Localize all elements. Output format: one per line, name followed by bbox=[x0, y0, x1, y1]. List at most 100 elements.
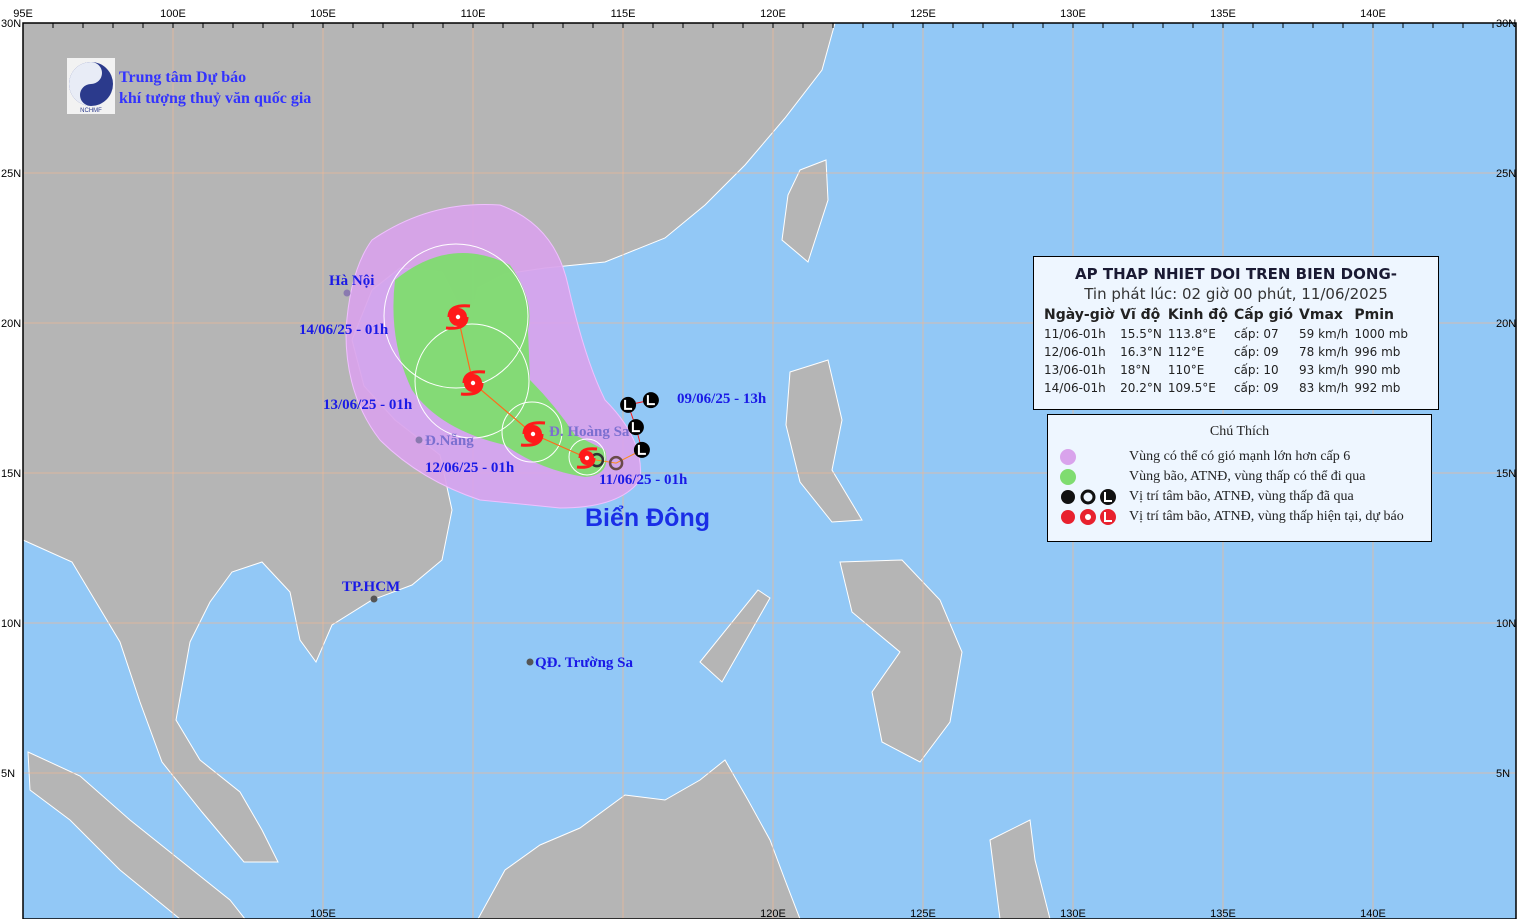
purple-circle-icon bbox=[1060, 449, 1076, 465]
nchmf-logo: NCHMF bbox=[67, 58, 115, 114]
place-label: TP.HCM bbox=[342, 579, 400, 595]
lon-tick-label: 115E bbox=[611, 8, 636, 20]
mindanao-visayas bbox=[839, 559, 963, 763]
lon-tick-label: 120E bbox=[760, 8, 786, 20]
agency-line2: khí tượng thuỷ văn quốc gia bbox=[119, 90, 312, 107]
col-header: Ngày-giờ bbox=[1044, 307, 1115, 323]
palawan bbox=[699, 589, 771, 683]
legend-label: Vị trí tâm bão, ATNĐ, vùng thấp hiện tại… bbox=[1129, 509, 1404, 524]
low-pressure-icon bbox=[627, 419, 644, 436]
table-cell: 13/06-01h bbox=[1044, 363, 1106, 377]
lat-tick-label-right: 25N bbox=[1496, 168, 1516, 180]
table-row: 14/06-01h 20.2°N 109.5°E cấp: 09 83 km/h 992 … bbox=[1042, 379, 1412, 397]
table-row: 13/06-01h 18°N 110°E cấp: 10 93 km/h 990 mb bbox=[1042, 361, 1412, 379]
table-row: 12/06-01h 16.3°N 112°E cấp: 09 78 km/h 996 mb bbox=[1042, 343, 1412, 361]
lat-tick-label: 30N bbox=[1, 18, 21, 30]
sea-label: Biển Đông bbox=[585, 504, 710, 532]
sulawesi bbox=[989, 819, 1051, 919]
red-storm-symbols-icon bbox=[1048, 508, 1140, 526]
storm-info-panel: AP THAP NHIET DOI TREN BIEN DONG- Tin ph… bbox=[1033, 256, 1439, 410]
taiwan bbox=[781, 159, 829, 263]
place-label: Hà Nội bbox=[329, 273, 374, 289]
land bbox=[22, 22, 1051, 919]
place-dot bbox=[343, 289, 351, 297]
lat-tick-label: 25N bbox=[1, 168, 21, 180]
legend-label: Vùng có thể có gió mạnh lớn hơn cấp 6 bbox=[1129, 449, 1351, 464]
table-cell: 59 km/h bbox=[1299, 327, 1349, 341]
legend-label: Vị trí tâm bão, ATNĐ, vùng thấp đã qua bbox=[1129, 489, 1354, 504]
lon-tick-label: 100E bbox=[160, 8, 186, 20]
lat-tick-label-right: 10N bbox=[1496, 618, 1516, 630]
legend-item: Vị trí tâm bão, ATNĐ, vùng thấp hiện tại… bbox=[1048, 507, 1404, 527]
lon-tick-label-bottom: 130E bbox=[1060, 908, 1086, 919]
legend-title: Chú Thích bbox=[1209, 424, 1270, 439]
place-dot bbox=[370, 595, 378, 603]
place-label: Đ. Hoàng Sa bbox=[549, 424, 630, 440]
lon-tick-label: 110E bbox=[461, 8, 486, 20]
col-header: Pmin bbox=[1354, 307, 1395, 323]
storm-center-icon bbox=[576, 447, 598, 469]
info-issued-time: Tin phát lúc: 02 giờ 00 phút, 11/06/2025 bbox=[1084, 285, 1388, 303]
agency-line1: Trung tâm Dự báo bbox=[119, 69, 247, 86]
green-circle-icon bbox=[1060, 469, 1076, 485]
table-cell: 109.5°E bbox=[1167, 381, 1216, 395]
table-cell: 83 km/h bbox=[1299, 381, 1349, 395]
track-time-labels: 09/06/25 - 13h 11/06/25 - 01h 12/06/25 - 0… bbox=[299, 322, 767, 488]
col-header: Cấp gió bbox=[1233, 307, 1294, 323]
table-cell: 15.5°N bbox=[1120, 327, 1162, 341]
track-time-label: 11/06/25 - 01h bbox=[599, 472, 688, 488]
place-dot bbox=[526, 658, 534, 666]
lat-tick-label-right: 20N bbox=[1496, 318, 1516, 330]
table-cell: cấp: 07 bbox=[1233, 327, 1279, 341]
sumatra bbox=[27, 751, 246, 919]
lon-tick-label-bottom: 125E bbox=[910, 908, 936, 919]
lat-tick-label-right: 15N bbox=[1496, 468, 1516, 480]
track-time-label: 12/06/25 - 01h bbox=[425, 460, 515, 476]
low-pressure-icon bbox=[620, 396, 637, 413]
forecast-track-line bbox=[457, 316, 588, 459]
lon-tick-label: 140E bbox=[1360, 8, 1386, 20]
axis-labels: 95E 100E 105E 110E 115E 120E 125E 130E 135E 140E 3… bbox=[1, 8, 1516, 919]
legend-item: Vùng bão, ATNĐ, vùng thấp có thể đi qua bbox=[1048, 467, 1365, 487]
asia-mainland bbox=[22, 22, 836, 863]
table-row: 11/06-01h 15.5°N 113.8°E cấp: 07 59 km/h 1000… bbox=[1042, 325, 1412, 343]
lon-tick-label-bottom: 140E bbox=[1360, 908, 1386, 919]
table-cell: 996 mb bbox=[1354, 345, 1401, 359]
low-pressure-icon bbox=[642, 392, 659, 409]
lon-tick-label: 130E bbox=[1060, 8, 1086, 20]
lon-tick-label: 95E bbox=[13, 8, 33, 20]
lon-tick-label: 105E bbox=[310, 8, 336, 20]
info-title: AP THAP NHIET DOI TREN BIEN DONG- bbox=[1075, 265, 1397, 283]
table-cell: cấp: 09 bbox=[1233, 381, 1279, 395]
legend-item: Vị trí tâm bão, ATNĐ, vùng thấp đã qua bbox=[1048, 487, 1354, 507]
lat-tick-label: 15N bbox=[1, 468, 21, 480]
col-header: Vĩ độ bbox=[1120, 307, 1161, 323]
table-cell: 18°N bbox=[1120, 363, 1151, 377]
legend-item: Vùng có thể có gió mạnh lớn hơn cấp 6 bbox=[1048, 447, 1350, 467]
forecast-table: Ngày-giờ Vĩ độ Kinh độ Cấp gió Vmax Pmin… bbox=[1042, 307, 1412, 397]
table-cell: 14/06-01h bbox=[1044, 381, 1106, 395]
track-time-label: 09/06/25 - 13h bbox=[677, 391, 767, 407]
table-cell: 110°E bbox=[1167, 363, 1205, 377]
black-storm-symbols-icon bbox=[1048, 488, 1140, 506]
logo-abbr: NCHMF bbox=[80, 108, 102, 114]
table-cell: 12/06-01h bbox=[1044, 345, 1106, 359]
table-cell: cấp: 10 bbox=[1233, 363, 1279, 377]
low-pressure-icon bbox=[633, 441, 650, 458]
table-cell: 11/06-01h bbox=[1044, 327, 1106, 341]
place-dot bbox=[415, 436, 423, 444]
track-time-label: 13/06/25 - 01h bbox=[323, 397, 413, 413]
col-header: Kinh độ bbox=[1167, 307, 1228, 323]
track-time-label: 14/06/25 - 01h bbox=[299, 322, 389, 338]
depression-past-icon bbox=[608, 455, 624, 471]
place-labels: Hà Nội Đ.Nẵng TP.HCM QĐ. Trường Sa Đ. Hoàng … bbox=[329, 273, 634, 671]
table-cell: 20.2°N bbox=[1120, 381, 1162, 395]
storm-center-icon bbox=[460, 370, 486, 396]
table-cell: cấp: 09 bbox=[1233, 345, 1279, 359]
lon-tick-label-bottom: 105E bbox=[310, 908, 336, 919]
borneo bbox=[477, 759, 801, 919]
lon-tick-label: 135E bbox=[1210, 8, 1236, 20]
table-cell: 113.8°E bbox=[1167, 327, 1216, 341]
lon-tick-label-bottom: 120E bbox=[760, 908, 786, 919]
table-cell: 16.3°N bbox=[1120, 345, 1162, 359]
